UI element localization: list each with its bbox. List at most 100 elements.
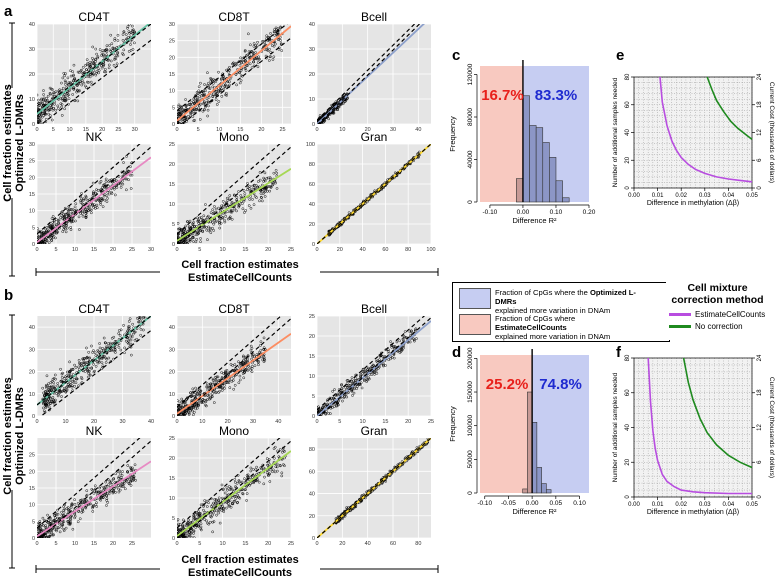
data-point [206, 238, 209, 242]
y-tick-label: 30 [29, 47, 35, 53]
data-point [95, 203, 99, 207]
data-point [76, 520, 80, 524]
data-point [217, 206, 220, 210]
data-point [66, 208, 70, 211]
data-point [200, 91, 203, 95]
data-point [204, 398, 208, 402]
data-point [210, 505, 213, 508]
data-point [409, 334, 412, 337]
x-tick-label: 15 [242, 247, 248, 253]
data-point [366, 368, 370, 371]
data-point [218, 85, 222, 89]
data-point [246, 355, 250, 358]
plot-area [177, 438, 291, 538]
data-point [337, 106, 340, 109]
data-point [136, 316, 139, 320]
data-point [80, 79, 84, 82]
data-point [123, 171, 126, 174]
data-point [227, 372, 230, 376]
data-point [259, 340, 263, 344]
data-point [362, 379, 366, 382]
data-point [218, 88, 222, 92]
data-point [119, 484, 122, 488]
data-point [384, 348, 388, 352]
data-point [197, 89, 201, 93]
data-point [130, 24, 134, 28]
data-point [40, 98, 44, 102]
data-point [211, 85, 215, 89]
data-point [223, 85, 227, 89]
data-point [53, 527, 57, 531]
data-point [221, 382, 225, 386]
data-point [66, 520, 70, 523]
data-point [230, 200, 234, 204]
data-point [88, 205, 91, 209]
data-point [217, 498, 221, 502]
data-point [268, 176, 272, 179]
data-point [68, 372, 72, 375]
x-tick-label: 15 [382, 419, 388, 425]
data-point [211, 520, 215, 524]
data-point [73, 384, 76, 388]
data-point [199, 228, 202, 232]
data-point [90, 211, 93, 215]
data-point [119, 475, 123, 479]
data-point [105, 351, 109, 354]
data-point [57, 89, 61, 93]
data-point [63, 377, 66, 380]
data-point [214, 498, 218, 501]
data-point [217, 380, 220, 384]
data-point [65, 370, 69, 374]
data-point [113, 193, 117, 197]
data-point [56, 219, 60, 223]
data-point [50, 235, 54, 239]
y-tick-label: 20 [29, 469, 35, 475]
data-point [39, 529, 43, 533]
data-point [63, 388, 67, 392]
x-tick-label: 10 [199, 419, 205, 425]
data-point [61, 514, 65, 517]
x-tick-label: 25 [279, 127, 285, 133]
data-point [51, 395, 55, 399]
data-point [83, 498, 86, 501]
data-point [268, 36, 271, 40]
data-point [54, 90, 58, 94]
data-point [114, 472, 117, 476]
data-point [201, 109, 205, 113]
dashed-line-lower [181, 37, 291, 124]
data-point [62, 71, 66, 75]
data-point [225, 488, 229, 492]
data-point [359, 375, 362, 379]
y-tick-label: 10 [29, 209, 35, 215]
data-point [65, 374, 69, 377]
data-point [263, 41, 266, 45]
data-point [79, 364, 83, 368]
data-point [58, 530, 62, 534]
data-point [65, 387, 69, 391]
y-tick-label: 0 [172, 414, 175, 420]
data-point [222, 74, 225, 78]
data-point [44, 385, 48, 388]
data-point [79, 69, 83, 73]
data-point [179, 241, 183, 244]
data-point [123, 172, 127, 176]
data-point [127, 339, 131, 343]
data-point [103, 49, 107, 53]
data-point [249, 206, 253, 210]
data-point [90, 367, 93, 370]
data-point [317, 406, 319, 409]
data-point [62, 505, 65, 508]
x-tick-label: 80 [405, 247, 411, 253]
data-point [347, 391, 350, 394]
y-tick-label: 20 [309, 72, 315, 78]
x-tick-label: 100 [426, 247, 435, 253]
x-tick-label: 40 [275, 419, 281, 425]
y-tick-label: 10 [169, 496, 175, 502]
data-point [104, 177, 108, 181]
data-point [191, 115, 195, 118]
data-point [195, 511, 199, 514]
plot-area [177, 24, 291, 124]
data-point [396, 349, 400, 353]
data-point [78, 71, 81, 74]
dashed-line-lower [39, 440, 151, 538]
